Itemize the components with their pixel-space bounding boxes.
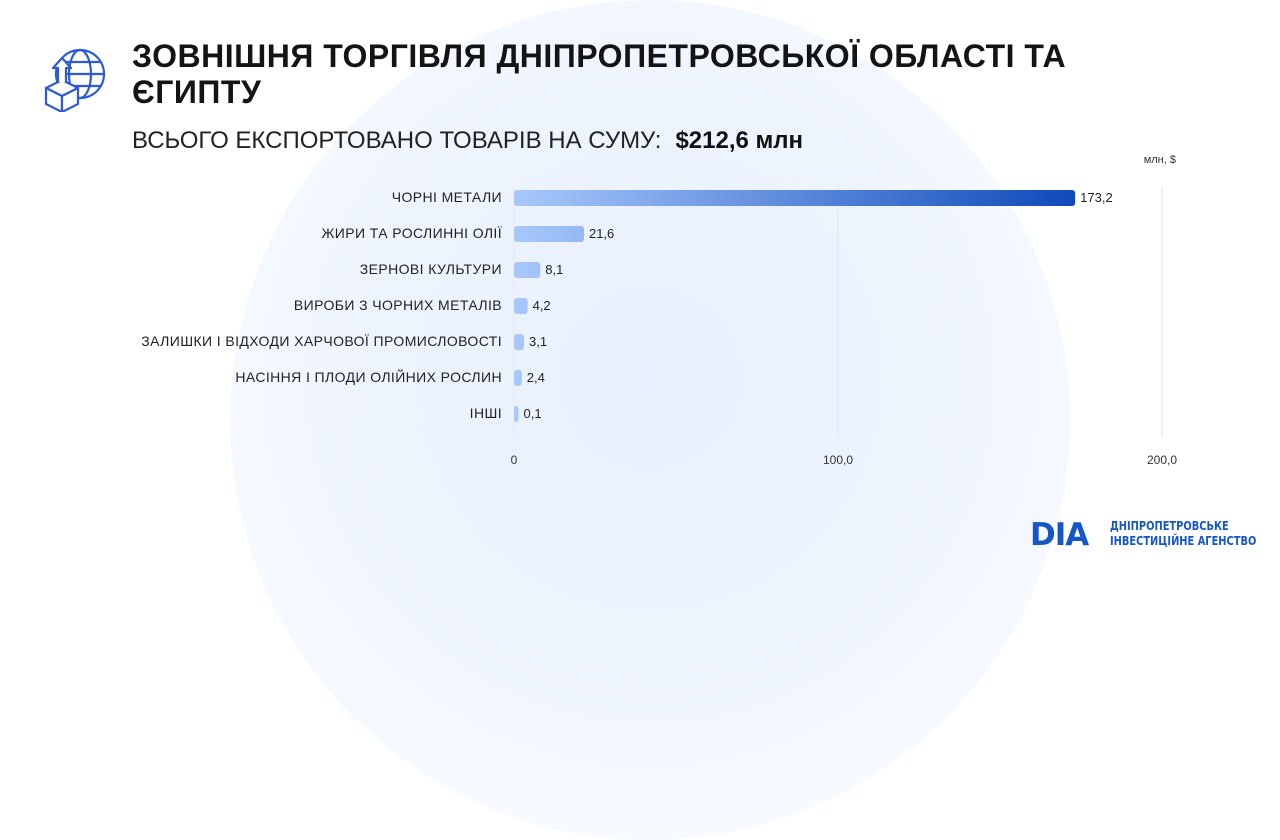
x-tick-label: 0 bbox=[510, 453, 518, 467]
category-label: ЧОРНІ МЕТАЛИ bbox=[391, 189, 502, 205]
category-label: НАСІННЯ І ПЛОДИ ОЛІЙНИХ РОСЛИН bbox=[235, 369, 502, 385]
category-label: ВИРОБИ З ЧОРНИХ МЕТАЛІВ bbox=[293, 297, 502, 313]
logo-line-1: ДНІПРОПЕТРОВСЬКЕ bbox=[1110, 519, 1229, 533]
value-label: 3,1 bbox=[529, 334, 548, 349]
dia-logo: DIA ДНІПРОПЕТРОВСЬКЕ ІНВЕСТИЦІЙНЕ АГЕНСТ… bbox=[1030, 514, 1256, 554]
value-label: 2,4 bbox=[526, 370, 545, 385]
bar bbox=[514, 370, 522, 386]
bar-chart bbox=[513, 186, 1163, 438]
unit-label: млн, $ bbox=[1143, 154, 1176, 166]
logo-line-2: ІНВЕСТИЦІЙНЕ АГЕНСТВО bbox=[1110, 534, 1257, 548]
bar bbox=[514, 262, 541, 278]
category-label: ЖИРИ ТА РОСЛИННІ ОЛІЇ bbox=[321, 225, 502, 241]
summary-total: $212,6 млн bbox=[675, 127, 804, 154]
category-label: ЗЕРНОВІ КУЛЬТУРИ bbox=[359, 261, 502, 277]
summary-label: ВСЬОГО ЕКСПОРТОВАНО ТОВАРІВ НА СУМУ: bbox=[132, 127, 662, 154]
bar bbox=[514, 190, 1076, 206]
category-label: ІНШІ bbox=[469, 405, 502, 421]
bar bbox=[514, 298, 528, 314]
logo-mark: DIA bbox=[1030, 517, 1089, 553]
page-title: ЗОВНІШНЯ ТОРГІВЛЯ ДНІПРОПЕТРОВСЬКОЇ ОБЛА… bbox=[132, 38, 1067, 110]
value-label: 8,1 bbox=[545, 262, 564, 277]
x-tick-label: 200,0 bbox=[1146, 453, 1178, 467]
category-label: ЗАЛИШКИ І ВІДХОДИ ХАРЧОВОЇ ПРОМИСЛОВОСТІ bbox=[141, 333, 502, 349]
globe-export-box-icon bbox=[44, 48, 106, 112]
bar bbox=[514, 334, 525, 350]
bar bbox=[514, 406, 519, 422]
export-summary: ВСЬОГО ЕКСПОРТОВАНО ТОВАРІВ НА СУМУ: $212… bbox=[132, 126, 803, 156]
value-label: 173,2 bbox=[1080, 190, 1113, 205]
x-tick-label: 100,0 bbox=[822, 453, 854, 467]
logo-text: ДНІПРОПЕТРОВСЬКЕ ІНВЕСТИЦІЙНЕ АГЕНСТВО bbox=[1110, 519, 1256, 549]
bar bbox=[514, 226, 584, 242]
value-label: 21,6 bbox=[588, 226, 615, 241]
value-label: 0,1 bbox=[523, 406, 542, 421]
value-label: 4,2 bbox=[532, 298, 551, 313]
